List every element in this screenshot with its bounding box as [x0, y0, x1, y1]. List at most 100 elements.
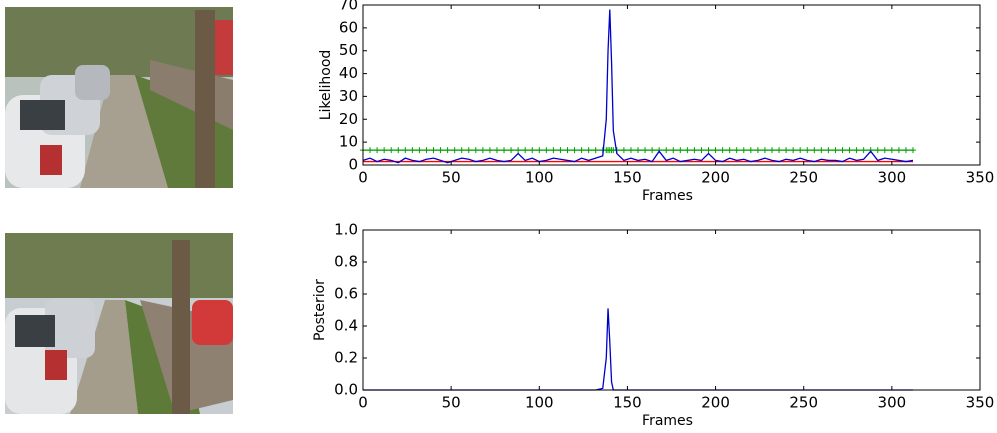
marker	[811, 147, 818, 154]
x-tick-label: 350	[966, 169, 995, 187]
marker	[635, 147, 642, 154]
marker	[761, 147, 768, 154]
x-tick-label: 150	[613, 169, 642, 187]
marker	[839, 147, 846, 154]
plot-frame	[362, 4, 981, 166]
marker	[522, 147, 529, 154]
marker	[712, 147, 719, 154]
line	[363, 308, 914, 391]
marker	[409, 147, 416, 154]
marker	[783, 147, 790, 154]
marker	[818, 147, 825, 154]
marker	[797, 147, 804, 154]
x-tick-label: 0	[358, 169, 368, 187]
y-tick-label: 0	[348, 156, 358, 174]
line	[362, 9, 914, 164]
marker	[719, 147, 726, 154]
marker	[578, 147, 585, 154]
x-tick-label: 300	[878, 394, 907, 412]
y-tick-label: 0.2	[334, 349, 358, 367]
x-tick-label: 100	[525, 394, 554, 412]
marker	[367, 147, 374, 154]
marker	[402, 147, 409, 154]
marker	[458, 147, 465, 154]
marker	[895, 147, 902, 154]
marker	[910, 147, 917, 154]
plot-frame	[362, 229, 981, 391]
marker	[733, 147, 740, 154]
marker	[825, 147, 832, 154]
marker	[705, 147, 712, 154]
y-tick-label: 50	[339, 41, 358, 59]
marker	[571, 147, 578, 154]
marker	[691, 147, 698, 154]
marker	[430, 147, 437, 154]
y-tick-label: 0.8	[334, 253, 358, 271]
y-axis-label: Posterior	[312, 279, 328, 341]
photo-bottom	[5, 233, 233, 414]
x-tick-label: 150	[613, 394, 642, 412]
marker	[874, 147, 881, 154]
x-axis-label: Frames	[642, 188, 693, 204]
marker	[677, 147, 684, 154]
marker	[543, 147, 550, 154]
y-tick-label: 20	[339, 110, 358, 128]
marker	[902, 147, 909, 154]
marker	[423, 147, 430, 154]
marker	[529, 147, 536, 154]
marker	[508, 147, 515, 154]
y-tick-label: 30	[339, 87, 358, 105]
marker	[853, 147, 860, 154]
x-tick-label: 50	[442, 169, 461, 187]
marker	[832, 147, 839, 154]
marker	[670, 147, 677, 154]
marker	[888, 147, 895, 154]
marker	[846, 147, 853, 154]
marker	[388, 147, 395, 154]
marker	[472, 147, 479, 154]
marker	[416, 147, 423, 154]
x-tick-label: 200	[701, 394, 730, 412]
marker	[437, 147, 444, 154]
marker	[804, 147, 811, 154]
y-tick-label: 1.0	[334, 221, 358, 239]
marker	[790, 147, 797, 154]
x-tick-label: 200	[701, 169, 730, 187]
marker	[698, 147, 705, 154]
marker	[515, 147, 522, 154]
x-tick-label: 100	[525, 169, 554, 187]
marker	[776, 147, 783, 154]
marker	[550, 147, 557, 154]
marker	[642, 147, 649, 154]
y-tick-label: 0.6	[334, 285, 358, 303]
x-tick-label: 350	[966, 394, 995, 412]
y-tick-label: 60	[339, 18, 358, 36]
marker	[747, 147, 754, 154]
marker	[564, 147, 571, 154]
marker	[860, 147, 867, 154]
marker	[395, 147, 402, 154]
y-tick-label: 0.4	[334, 317, 358, 335]
marker	[451, 147, 458, 154]
x-tick-label: 0	[358, 394, 368, 412]
y-tick-label: 70	[339, 0, 358, 14]
marker	[620, 147, 627, 154]
marker	[444, 147, 451, 154]
photo-top	[5, 7, 233, 188]
marker	[501, 147, 508, 154]
marker	[726, 147, 733, 154]
marker	[486, 147, 493, 154]
marker	[768, 147, 775, 154]
marker	[881, 147, 888, 154]
marker	[536, 147, 543, 154]
marker	[684, 147, 691, 154]
marker	[740, 147, 747, 154]
chart: 0 50 100 150 200 250 300 350010203040506070Fram…	[318, 0, 994, 204]
y-tick-label: 10	[339, 133, 358, 151]
marker	[493, 147, 500, 154]
x-tick-label: 250	[789, 169, 818, 187]
marker	[649, 147, 656, 154]
x-tick-label: 300	[878, 169, 907, 187]
marker	[381, 147, 388, 154]
